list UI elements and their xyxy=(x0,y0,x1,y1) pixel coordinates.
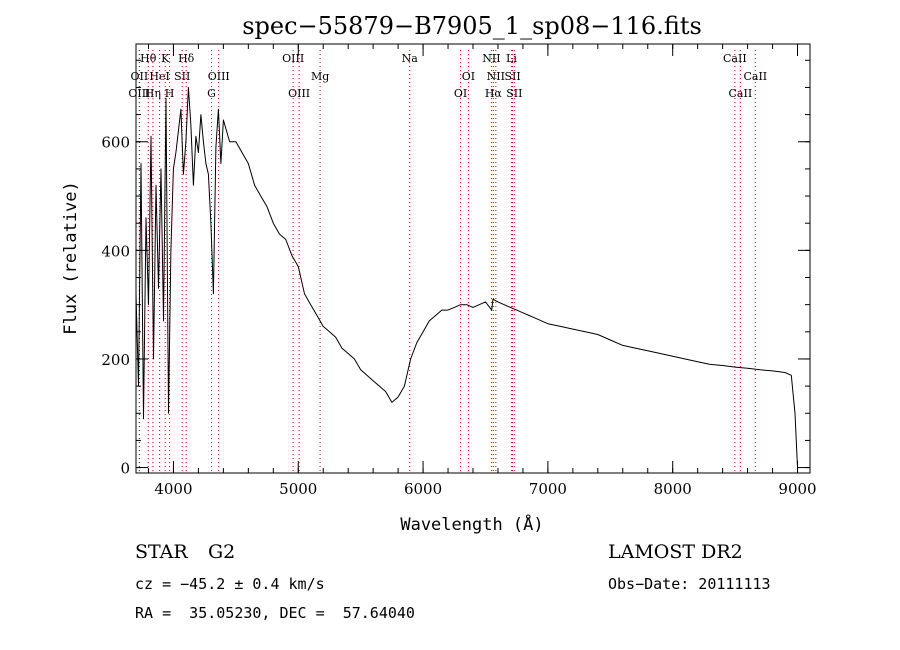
object-class: STAR xyxy=(135,541,188,563)
emission-line-label: H xyxy=(165,87,175,100)
emission-line-label: Hα xyxy=(485,87,503,100)
x-tick-label: 4000 xyxy=(154,480,192,498)
coordinates-text: RA = 35.05230, DEC = 57.64040 xyxy=(135,604,415,622)
emission-line-label: SII xyxy=(504,70,520,83)
spectrum-series xyxy=(135,86,798,468)
axis-tick-labels: 4000 5000 6000 7000 8000 9000 0 200 400 600 xyxy=(101,134,816,498)
emission-line-label: Hθ xyxy=(140,52,157,65)
emission-line-label: Li xyxy=(506,52,517,65)
x-axis-label: Wavelength (Å) xyxy=(400,513,543,535)
emission-line-label: Na xyxy=(402,52,419,65)
emission-line-markers xyxy=(138,50,756,473)
y-tick-label: 200 xyxy=(101,351,130,369)
plot-frame xyxy=(135,43,811,474)
emission-line-label: NII xyxy=(487,70,505,83)
emission-line-label: OIII xyxy=(208,70,230,83)
emission-line-label: OI xyxy=(462,70,475,83)
emission-line-label: OIII xyxy=(288,87,310,100)
x-tick-label: 8000 xyxy=(654,480,692,498)
emission-line-label: OIII xyxy=(128,87,150,100)
emission-line-label: CaII xyxy=(743,70,767,83)
x-tick-label: 9000 xyxy=(778,480,816,498)
emission-line-label: OIII xyxy=(282,52,304,65)
emission-line-label: CaII xyxy=(723,52,747,65)
spectrum-line xyxy=(135,86,798,468)
emission-line-label: NII xyxy=(482,52,500,65)
y-tick-label: 400 xyxy=(101,242,130,260)
x-tick-label: 6000 xyxy=(404,480,442,498)
emission-line-label: Mg xyxy=(311,70,329,83)
emission-line-label: OI xyxy=(454,87,467,100)
y-tick-label: 600 xyxy=(101,134,130,152)
y-tick-label: 0 xyxy=(120,460,130,478)
emission-line-label: K xyxy=(161,52,170,65)
redshift-text: cz = −45.2 ± 0.4 km/s xyxy=(135,575,325,593)
axis-ticks xyxy=(136,44,810,473)
object-subclass: G2 xyxy=(208,541,236,563)
emission-line-label: OII xyxy=(131,70,149,83)
obs-date-text: Obs−Date: 20111113 xyxy=(608,575,771,593)
y-axis-label: Flux (relative) xyxy=(61,181,81,335)
x-tick-label: 7000 xyxy=(529,480,567,498)
emission-line-label: HeI xyxy=(149,70,169,83)
emission-line-label: SII xyxy=(506,87,522,100)
emission-line-label: SII xyxy=(174,70,190,83)
emission-line-label: G xyxy=(207,87,216,100)
emission-line-label: Hδ xyxy=(178,52,195,65)
x-tick-label: 5000 xyxy=(279,480,317,498)
chart-title: spec−55879−B7905_1_sp08−116.fits xyxy=(242,12,702,40)
emission-line-label: Hη xyxy=(145,87,161,100)
emission-line-label: CaII xyxy=(729,87,753,100)
survey-name: LAMOST DR2 xyxy=(608,541,743,563)
